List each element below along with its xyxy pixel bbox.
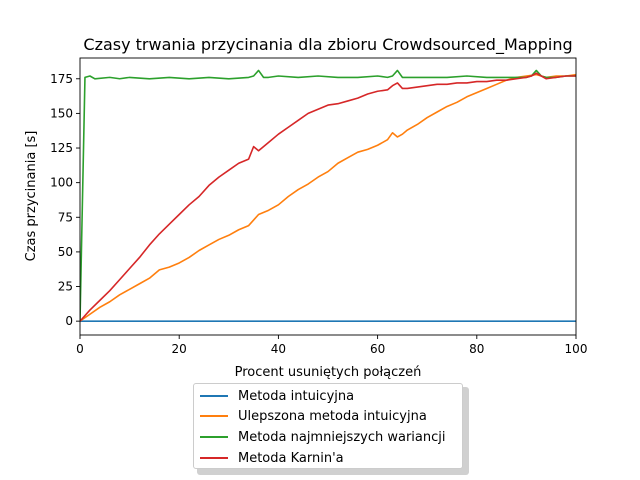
legend-swatch <box>200 457 228 459</box>
legend-label: Metoda Karnin'a <box>238 450 344 466</box>
legend-label: Metoda intuicyjna <box>238 388 355 404</box>
series-line-3 <box>80 72 576 322</box>
x-tick-label: 80 <box>469 342 484 356</box>
y-tick-label: 175 <box>50 72 73 86</box>
series-line-2 <box>80 69 576 322</box>
plot-frame <box>79 57 577 336</box>
legend-item-metoda-karnina: Metoda Karnin'a <box>194 448 344 468</box>
y-tick-label: 50 <box>58 245 73 259</box>
x-axis-label: Procent usuniętych połączeń <box>235 365 422 380</box>
legend: Metoda intuicyjna Ulepszona metoda intui… <box>193 383 463 469</box>
legend-swatch <box>200 415 228 417</box>
x-tick-label: 40 <box>271 342 286 356</box>
legend-item-ulepszona-metoda-intuicyjna: Ulepszona metoda intuicyjna <box>194 406 427 426</box>
y-tick-label: 25 <box>58 280 73 294</box>
legend-label: Ulepszona metoda intuicyjna <box>238 408 427 424</box>
y-axis-label: Czas przycinania [s] <box>24 131 39 262</box>
x-tick-label: 100 <box>565 342 588 356</box>
x-tick-label: 60 <box>370 342 385 356</box>
legend-item-metoda-intuicyjna: Metoda intuicyjna <box>194 386 354 406</box>
legend-label: Metoda najmniejszych wariancji <box>238 429 446 445</box>
legend-item-metoda-najmniejszych-wariancji: Metoda najmniejszych wariancji <box>194 427 446 447</box>
y-tick-label: 150 <box>50 106 73 120</box>
y-tick-label: 0 <box>65 314 73 328</box>
x-tick-label: 20 <box>172 342 187 356</box>
y-tick-label: 100 <box>50 176 73 190</box>
chart-title: Czasy trwania przycinania dla zbioru Cro… <box>83 35 572 55</box>
series-line-1 <box>80 73 576 322</box>
x-tick-label: 0 <box>76 342 84 356</box>
y-tick-label: 125 <box>50 141 73 155</box>
plot-area: 0 20 40 60 80 100 0 25 50 75 100 125 150 175 <box>50 57 588 356</box>
y-tick-label: 75 <box>58 210 73 224</box>
legend-swatch <box>200 436 228 438</box>
legend-swatch <box>200 395 228 397</box>
